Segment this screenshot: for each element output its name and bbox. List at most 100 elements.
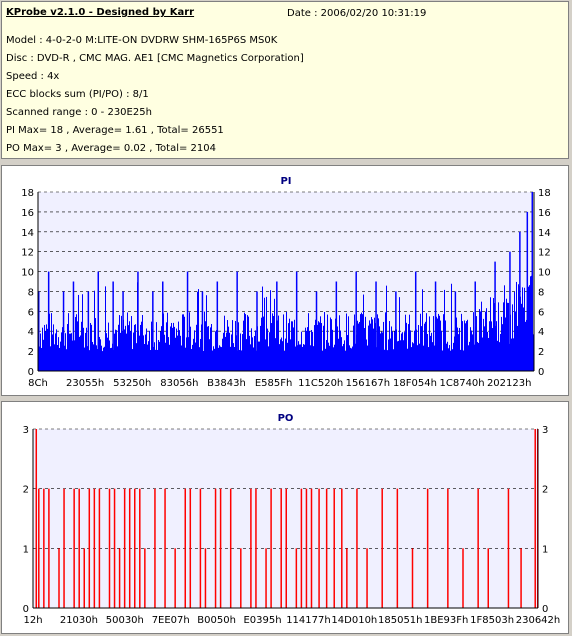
po-spike bbox=[477, 488, 479, 608]
pi-bar bbox=[206, 295, 207, 371]
po-spike bbox=[255, 488, 257, 608]
model-line: Model : 4-0-2-0 M:LITE-ON DVDRW SHM-165P… bbox=[6, 35, 278, 46]
pi-bar bbox=[529, 285, 530, 371]
pi-bar bbox=[117, 346, 118, 371]
po-spike bbox=[534, 429, 536, 608]
pi-bar bbox=[87, 346, 88, 371]
pi-bar bbox=[147, 344, 148, 371]
po-xtick: 50030h bbox=[106, 615, 144, 626]
pi-ytick-left: 6 bbox=[28, 307, 34, 318]
pi-xtick: 156167h bbox=[346, 378, 391, 389]
pi-bar bbox=[259, 341, 260, 371]
pi-ytick-right: 16 bbox=[538, 208, 551, 219]
pi-bar bbox=[351, 348, 352, 371]
pi-bar bbox=[99, 336, 100, 371]
pi-bar bbox=[325, 348, 326, 371]
pi-bar bbox=[180, 335, 181, 371]
pi-stats-line: PI Max= 18 , Average= 1.61 , Total= 2655… bbox=[6, 125, 224, 136]
po-spike bbox=[507, 488, 510, 608]
pi-bar bbox=[223, 332, 224, 371]
pi-bar bbox=[359, 322, 360, 371]
pi-bar bbox=[47, 328, 48, 371]
pi-bar bbox=[430, 335, 431, 371]
pi-bar bbox=[291, 321, 292, 371]
pi-bar bbox=[338, 338, 339, 371]
pi-ytick-left: 4 bbox=[28, 327, 34, 338]
pi-bar bbox=[493, 298, 494, 371]
po-spike bbox=[139, 488, 141, 608]
pi-xtick: E585Fh bbox=[255, 378, 293, 389]
pi-bar bbox=[200, 338, 201, 371]
pi-bar bbox=[302, 346, 303, 371]
pi-bar bbox=[244, 312, 245, 371]
pi-bar bbox=[502, 324, 503, 371]
pi-bar bbox=[228, 326, 229, 371]
po-spike bbox=[154, 488, 156, 608]
pi-spike bbox=[414, 271, 417, 371]
pi-bar bbox=[102, 351, 103, 371]
po-spike bbox=[128, 488, 131, 608]
pi-bar bbox=[272, 313, 273, 371]
pi-bar bbox=[300, 344, 301, 371]
po-bars bbox=[35, 429, 539, 608]
pi-bar bbox=[207, 326, 208, 371]
pi-bar bbox=[303, 344, 304, 371]
po-xtick: 7EE07h bbox=[152, 615, 190, 626]
pi-ytick-left: 18 bbox=[21, 188, 34, 199]
pi-bar bbox=[285, 338, 286, 371]
pi-bar bbox=[75, 316, 76, 371]
pi-spike bbox=[47, 271, 50, 371]
po-spike bbox=[43, 488, 45, 608]
pi-bar bbox=[260, 325, 261, 371]
pi-bar bbox=[227, 320, 228, 371]
pi-xtick: 53250h bbox=[113, 378, 151, 389]
po-xtick: 1F8503h bbox=[470, 615, 514, 626]
pi-bar bbox=[126, 333, 127, 371]
pi-bar bbox=[115, 329, 116, 371]
pi-bar bbox=[125, 325, 126, 371]
po-spike bbox=[35, 429, 38, 608]
pi-spike bbox=[375, 281, 377, 371]
pi-bar bbox=[391, 326, 392, 371]
pi-bar bbox=[449, 345, 450, 371]
po-spike bbox=[381, 488, 383, 608]
pi-bar bbox=[116, 330, 117, 371]
po-spike bbox=[184, 488, 186, 608]
pi-bar bbox=[372, 319, 373, 371]
pi-spike bbox=[87, 291, 90, 371]
pi-bar bbox=[342, 346, 343, 371]
pi-bar bbox=[420, 313, 421, 371]
pi-bar bbox=[387, 350, 388, 371]
pi-bar bbox=[500, 334, 501, 371]
pi-bar bbox=[80, 335, 81, 371]
pi-bar bbox=[472, 334, 473, 371]
pi-bar bbox=[167, 312, 168, 371]
pi-bar bbox=[516, 281, 517, 371]
pi-spike bbox=[97, 271, 100, 371]
pi-xtick: 18F054h bbox=[393, 378, 437, 389]
pi-bar bbox=[252, 337, 253, 371]
pi-bar bbox=[203, 350, 204, 371]
pi-bar bbox=[165, 342, 166, 371]
pi-bar bbox=[323, 325, 324, 371]
pi-bar bbox=[429, 316, 430, 371]
pi-spike bbox=[531, 192, 534, 371]
pi-bar bbox=[104, 346, 105, 371]
pi-bar bbox=[185, 347, 186, 371]
pi-bar bbox=[306, 330, 307, 371]
pi-bar bbox=[446, 343, 447, 371]
pi-bar bbox=[511, 338, 512, 371]
pi-bar bbox=[481, 301, 482, 371]
pi-bar bbox=[350, 347, 351, 371]
pi-xtick: 202123h bbox=[487, 378, 532, 389]
pi-bar bbox=[269, 332, 270, 371]
pi-bar bbox=[406, 322, 407, 371]
pi-bar bbox=[440, 320, 441, 371]
pi-spike bbox=[137, 271, 139, 371]
pi-bar bbox=[381, 331, 382, 371]
pi-bar bbox=[222, 338, 223, 371]
pi-bar bbox=[42, 327, 43, 371]
pi-bar bbox=[253, 347, 254, 371]
pi-bar bbox=[263, 316, 264, 371]
pi-bar bbox=[411, 347, 412, 371]
